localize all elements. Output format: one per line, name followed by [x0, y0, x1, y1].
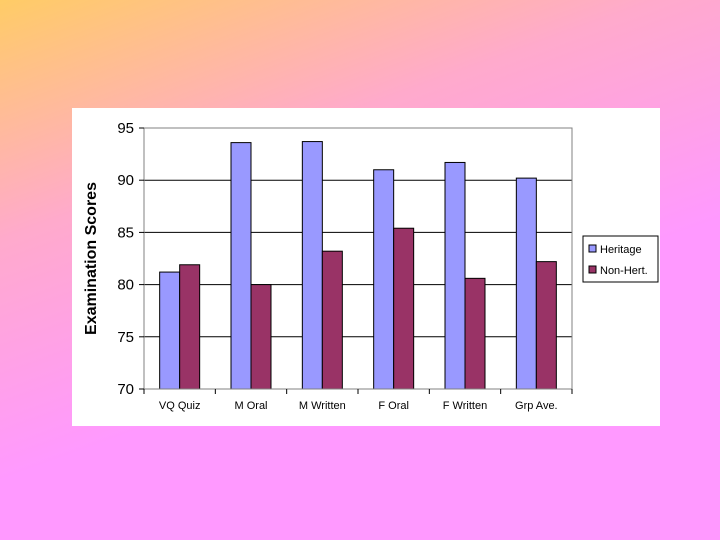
y-axis-title: Examination Scores	[83, 182, 100, 335]
heritage-bar	[230, 142, 252, 390]
x-category-label: F Written	[443, 400, 487, 412]
legend-label: Non-Hert.	[600, 265, 648, 277]
non-heritage-bar	[393, 227, 415, 390]
heritage-bar	[444, 161, 466, 390]
non-heritage-bar	[464, 277, 486, 390]
y-axis-ticks: 70 75 80 85 90 95	[117, 120, 144, 398]
y-tick-label: 80	[117, 277, 134, 294]
x-category-label: M Oral	[235, 400, 268, 412]
heritage-bar	[159, 271, 181, 390]
non-heritage-bar	[535, 261, 557, 390]
non-heritage-bar	[250, 284, 272, 390]
legend-swatch	[588, 244, 597, 253]
y-tick-label: 95	[117, 120, 134, 137]
non-heritage-bar	[321, 250, 343, 390]
x-axis-labels: VQ Quiz M Oral M Written F Oral F Written Grp…	[143, 389, 573, 412]
x-category-label: Grp Ave.	[515, 400, 558, 412]
legend-swatch	[588, 265, 597, 274]
legend-box	[582, 235, 659, 283]
heritage-bar	[373, 169, 395, 390]
gridlines	[144, 179, 572, 338]
bars	[159, 141, 557, 390]
y-tick-label: 75	[117, 329, 134, 346]
x-category-label: VQ Quiz	[159, 400, 201, 412]
chart-panel: 70 75 80 85 90 95 VQ Quiz M Oral M Written F Ora…	[72, 108, 660, 426]
y-tick-label: 85	[117, 224, 134, 241]
plot-area-border	[143, 127, 573, 390]
y-tick-label: 70	[117, 381, 134, 398]
non-heritage-bar	[179, 264, 201, 390]
bar-chart: 70 75 80 85 90 95 VQ Quiz M Oral M Written F Ora…	[83, 120, 659, 412]
x-category-label: F Oral	[378, 400, 409, 412]
heritage-bar	[301, 141, 323, 390]
y-tick-label: 90	[117, 172, 134, 189]
legend-label: Heritage	[600, 244, 642, 256]
heritage-bar	[515, 177, 537, 390]
x-category-label: M Written	[299, 400, 346, 412]
legend: Heritage Non-Hert.	[582, 235, 659, 283]
